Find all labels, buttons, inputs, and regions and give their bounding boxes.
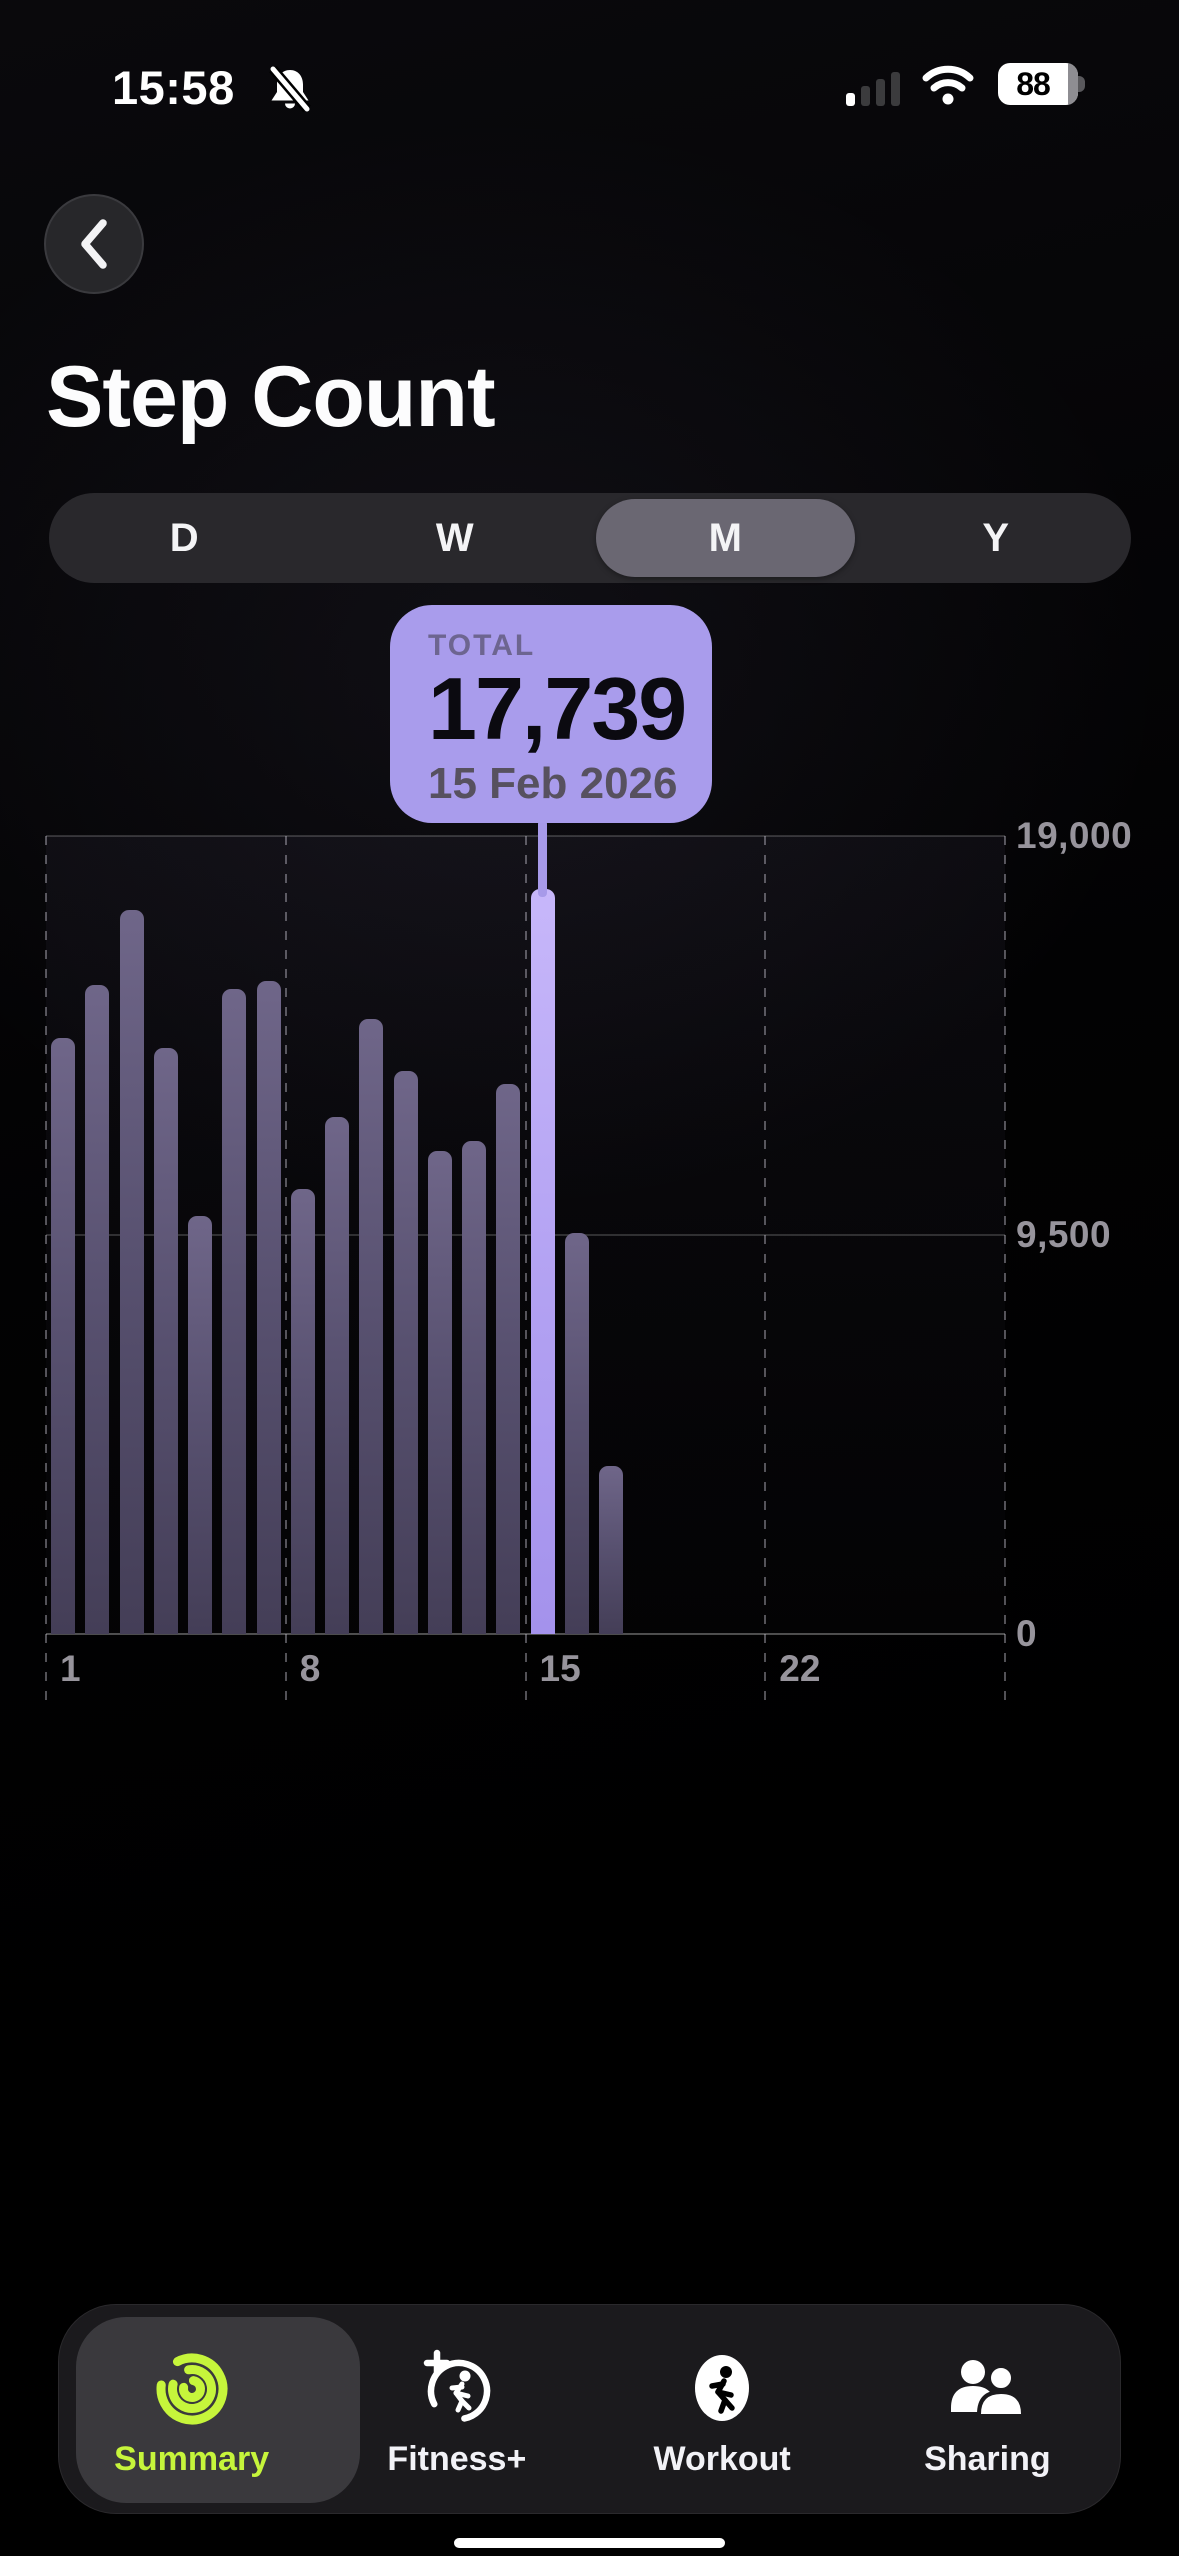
bar-day-9[interactable] <box>325 1117 350 1634</box>
bar-day-7[interactable] <box>256 980 281 1634</box>
segment-option-label: M <box>708 515 742 560</box>
tab-label: Workout <box>653 2439 791 2478</box>
tab-label: Summary <box>114 2439 270 2478</box>
status-time: 15:58 <box>112 61 235 114</box>
chart-tooltip: TOTAL 17,739 15 Feb 2026 <box>390 605 712 823</box>
bar-day-16[interactable] <box>564 1232 589 1634</box>
x-gridline-day-22 <box>764 836 767 1700</box>
tooltip-date: 15 Feb 2026 <box>428 759 678 808</box>
x-axis-label: 22 <box>779 1648 821 1689</box>
bar-day-13[interactable] <box>462 1140 487 1634</box>
tab-summary[interactable]: Summary <box>59 2305 324 2513</box>
bar-day-6[interactable] <box>222 989 247 1634</box>
battery-percent: 88 <box>1016 65 1051 102</box>
x-axis-label: 8 <box>299 1648 321 1689</box>
tooltip-stem <box>538 820 548 897</box>
bar-day-12[interactable] <box>427 1151 452 1634</box>
tab-workout[interactable]: Workout <box>590 2305 855 2513</box>
y-axis-label: 0 <box>1016 1613 1038 1654</box>
wifi-icon <box>920 62 976 111</box>
x-gridline-day-29 <box>1004 836 1006 1700</box>
cellular-signal-icon <box>846 72 908 106</box>
segment-option-y[interactable]: Y <box>861 493 1132 583</box>
bar-day-10[interactable] <box>359 1018 384 1634</box>
y-gridline-0 <box>46 1633 1005 1635</box>
segment-option-d[interactable]: D <box>49 493 320 583</box>
bar-day-5[interactable] <box>188 1216 213 1634</box>
bar-day-1[interactable] <box>51 1037 76 1634</box>
page-title: Step Count <box>46 349 496 445</box>
bar-day-17[interactable] <box>599 1466 624 1634</box>
y-gridline-19000 <box>46 835 1005 837</box>
home-indicator[interactable] <box>454 2538 725 2548</box>
y-axis-label: 19,000 <box>1016 815 1133 856</box>
sharing-people-icon <box>939 2346 1035 2430</box>
segment-option-label: Y <box>982 515 1010 560</box>
segment-option-m[interactable]: M <box>590 493 861 583</box>
segment-option-label: D <box>169 515 199 560</box>
bar-day-15-selected[interactable] <box>530 888 555 1634</box>
x-gridline-day-8 <box>284 836 287 1700</box>
back-button[interactable] <box>44 194 144 294</box>
y-axis-label: 9,500 <box>1016 1214 1112 1255</box>
tab-label: Sharing <box>924 2439 1051 2478</box>
segmented-selected-pill <box>596 499 855 577</box>
tooltip-label: TOTAL <box>428 629 536 662</box>
tooltip-value: 17,739 <box>428 659 687 758</box>
y-gridline-9500 <box>46 1234 1005 1236</box>
battery-icon: 88 <box>998 63 1085 105</box>
bar-day-11[interactable] <box>393 1071 418 1634</box>
chevron-left-icon <box>74 215 114 273</box>
fitness-plus-icon <box>413 2346 501 2430</box>
workout-runner-icon <box>678 2346 766 2430</box>
tab-sharing[interactable]: Sharing <box>855 2305 1120 2513</box>
bell-slash-icon <box>264 64 316 121</box>
x-axis-label: 15 <box>539 1648 581 1689</box>
x-gridline-day-15 <box>524 836 527 1700</box>
bar-day-14[interactable] <box>496 1083 521 1634</box>
activity-rings-icon <box>148 2346 236 2430</box>
bar-day-2[interactable] <box>85 985 110 1634</box>
tab-fitnessplus[interactable]: Fitness+ <box>324 2305 589 2513</box>
x-gridline-day-1 <box>45 836 47 1700</box>
segment-option-w[interactable]: W <box>320 493 591 583</box>
bottom-tab-bar: Summary Fitness+ Workout Sharing <box>58 2304 1121 2514</box>
bar-day-8[interactable] <box>290 1188 315 1634</box>
x-axis-label: 1 <box>60 1648 81 1689</box>
tab-label: Fitness+ <box>387 2439 527 2478</box>
step-count-bar-chart: 19,000 9,500 0 1 8 15 22 <box>45 815 1132 1700</box>
segment-option-label: W <box>435 515 474 560</box>
bar-day-3[interactable] <box>119 909 144 1634</box>
bar-day-4[interactable] <box>153 1048 178 1634</box>
